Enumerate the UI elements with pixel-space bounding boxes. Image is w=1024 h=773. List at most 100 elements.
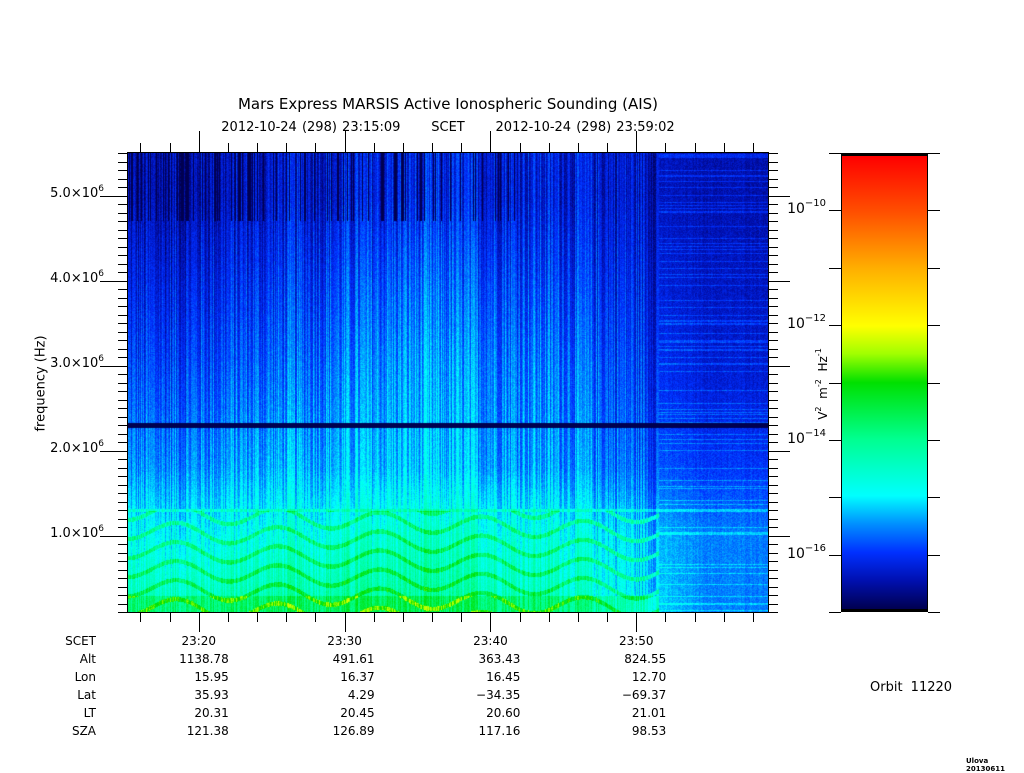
ephemeris-row-label: SZA [71,724,96,738]
y-tick-mantissa: 4.0×10 [50,270,99,286]
y-tick-exponent: 6 [98,353,104,364]
y-tick-left [118,349,128,350]
y-tick-label: 2.0×106 [14,439,104,456]
colorbar-tick-right [928,555,940,556]
y-tick-right [768,604,778,605]
x-tick-bottom [578,612,579,622]
y-tick-left [118,561,128,562]
time-system: SCET [431,120,465,135]
y-tick-left [118,298,128,299]
y-tick-right [768,332,778,333]
x-tick-bottom [636,612,637,632]
x-tick-bottom [170,612,171,622]
y-tick-left [118,187,128,188]
y-tick-right [768,587,778,588]
y-tick-mantissa: 1.0×10 [50,525,99,541]
y-tick-right [768,349,778,350]
x-tick-top [461,143,462,153]
ephemeris-row-label: LT [83,706,96,720]
colorbar-tick-left [829,555,841,556]
y-tick-left [118,544,128,545]
colorbar-tick-right [928,497,940,498]
ephemeris-value-sza: 121.38 [186,724,229,738]
y-tick-mantissa: 5.0×10 [50,185,99,201]
colorbar-tick-left [829,440,841,441]
y-tick-right [768,502,778,503]
colorbar-tick-exponent: −12 [804,313,826,325]
x-tick-top [140,143,141,153]
end-time: 2012-10-24 (298) 23:59:02 [495,120,675,135]
colorbar-tick-exponent: −16 [804,542,826,554]
y-tick-left [118,374,128,375]
y-tick-right [768,264,778,265]
y-tick-left [118,510,128,511]
colorbar-tick-label: 10−16 [766,543,826,562]
x-tick-bottom [724,612,725,622]
y-tick-right [768,519,778,520]
ephemeris-value-sza: 117.16 [478,724,521,738]
y-tick-right [768,306,778,307]
ephemeris-value-lon: 12.70 [631,670,667,684]
x-tick-bottom [286,612,287,622]
start-time: 2012-10-24 (298) 23:15:09 [221,120,401,135]
y-tick-left [118,357,128,358]
x-tick-top [753,143,754,153]
y-tick-right [768,255,778,256]
x-tick-top [578,143,579,153]
colorbar-tick-exponent: −14 [804,427,826,439]
y-tick-right [768,408,778,409]
ephemeris-row-label: Alt [79,652,96,666]
y-tick-left [118,400,128,401]
colorbar-tick-left [829,612,841,613]
y-tick-right [768,247,778,248]
y-tick-left [118,476,128,477]
ephemeris-value-lon: 15.95 [194,670,229,684]
colorbar-tick-right [928,268,940,269]
y-tick-left [118,221,128,222]
x-tick-bottom [374,612,375,622]
x-tick-bottom [695,612,696,622]
y-tick-left [118,442,128,443]
y-tick-right [768,536,790,537]
ephemeris-value-lt: 20.31 [194,706,229,720]
y-tick-right [768,221,778,222]
ephemeris-value-alt: 363.43 [478,652,521,666]
x-tick-bottom [257,612,258,622]
y-tick-left [118,587,128,588]
y-tick-left [118,238,128,239]
x-tick-bottom [607,612,608,622]
x-tick-bottom [315,612,316,622]
y-tick-left [118,578,128,579]
x-tick-bottom [403,612,404,622]
y-tick-right [768,476,778,477]
y-tick-right [768,179,778,180]
y-tick-right [768,510,778,511]
y-tick-left [118,306,128,307]
ephemeris-value-lt: 20.60 [486,706,521,720]
y-tick-right [768,485,778,486]
x-tick-top [549,143,550,153]
y-tick-mantissa: 3.0×10 [50,355,99,371]
y-tick-right [768,187,778,188]
y-tick-left [100,366,128,367]
y-tick-left [118,612,128,613]
colorbar-tick-left [829,383,841,384]
colorbar-tick-left [829,268,841,269]
colorbar-tick-base: 10 [787,201,805,218]
x-tick-top [315,143,316,153]
x-tick-top [286,143,287,153]
y-tick-left [118,255,128,256]
colorbar-tick-label: 10−14 [766,428,826,447]
y-tick-right [768,425,778,426]
y-tick-right [768,170,778,171]
x-tick-top [636,131,637,153]
y-tick-right [768,357,778,358]
x-tick-top [345,131,346,153]
orbit-number: Orbit 11220 [870,680,953,695]
y-tick-label: 4.0×106 [14,269,104,286]
y-tick-left [118,595,128,596]
unit-hz-exp: -1 [814,348,823,357]
y-tick-right [768,570,778,571]
x-tick-top [257,143,258,153]
x-tick-bottom [549,612,550,622]
